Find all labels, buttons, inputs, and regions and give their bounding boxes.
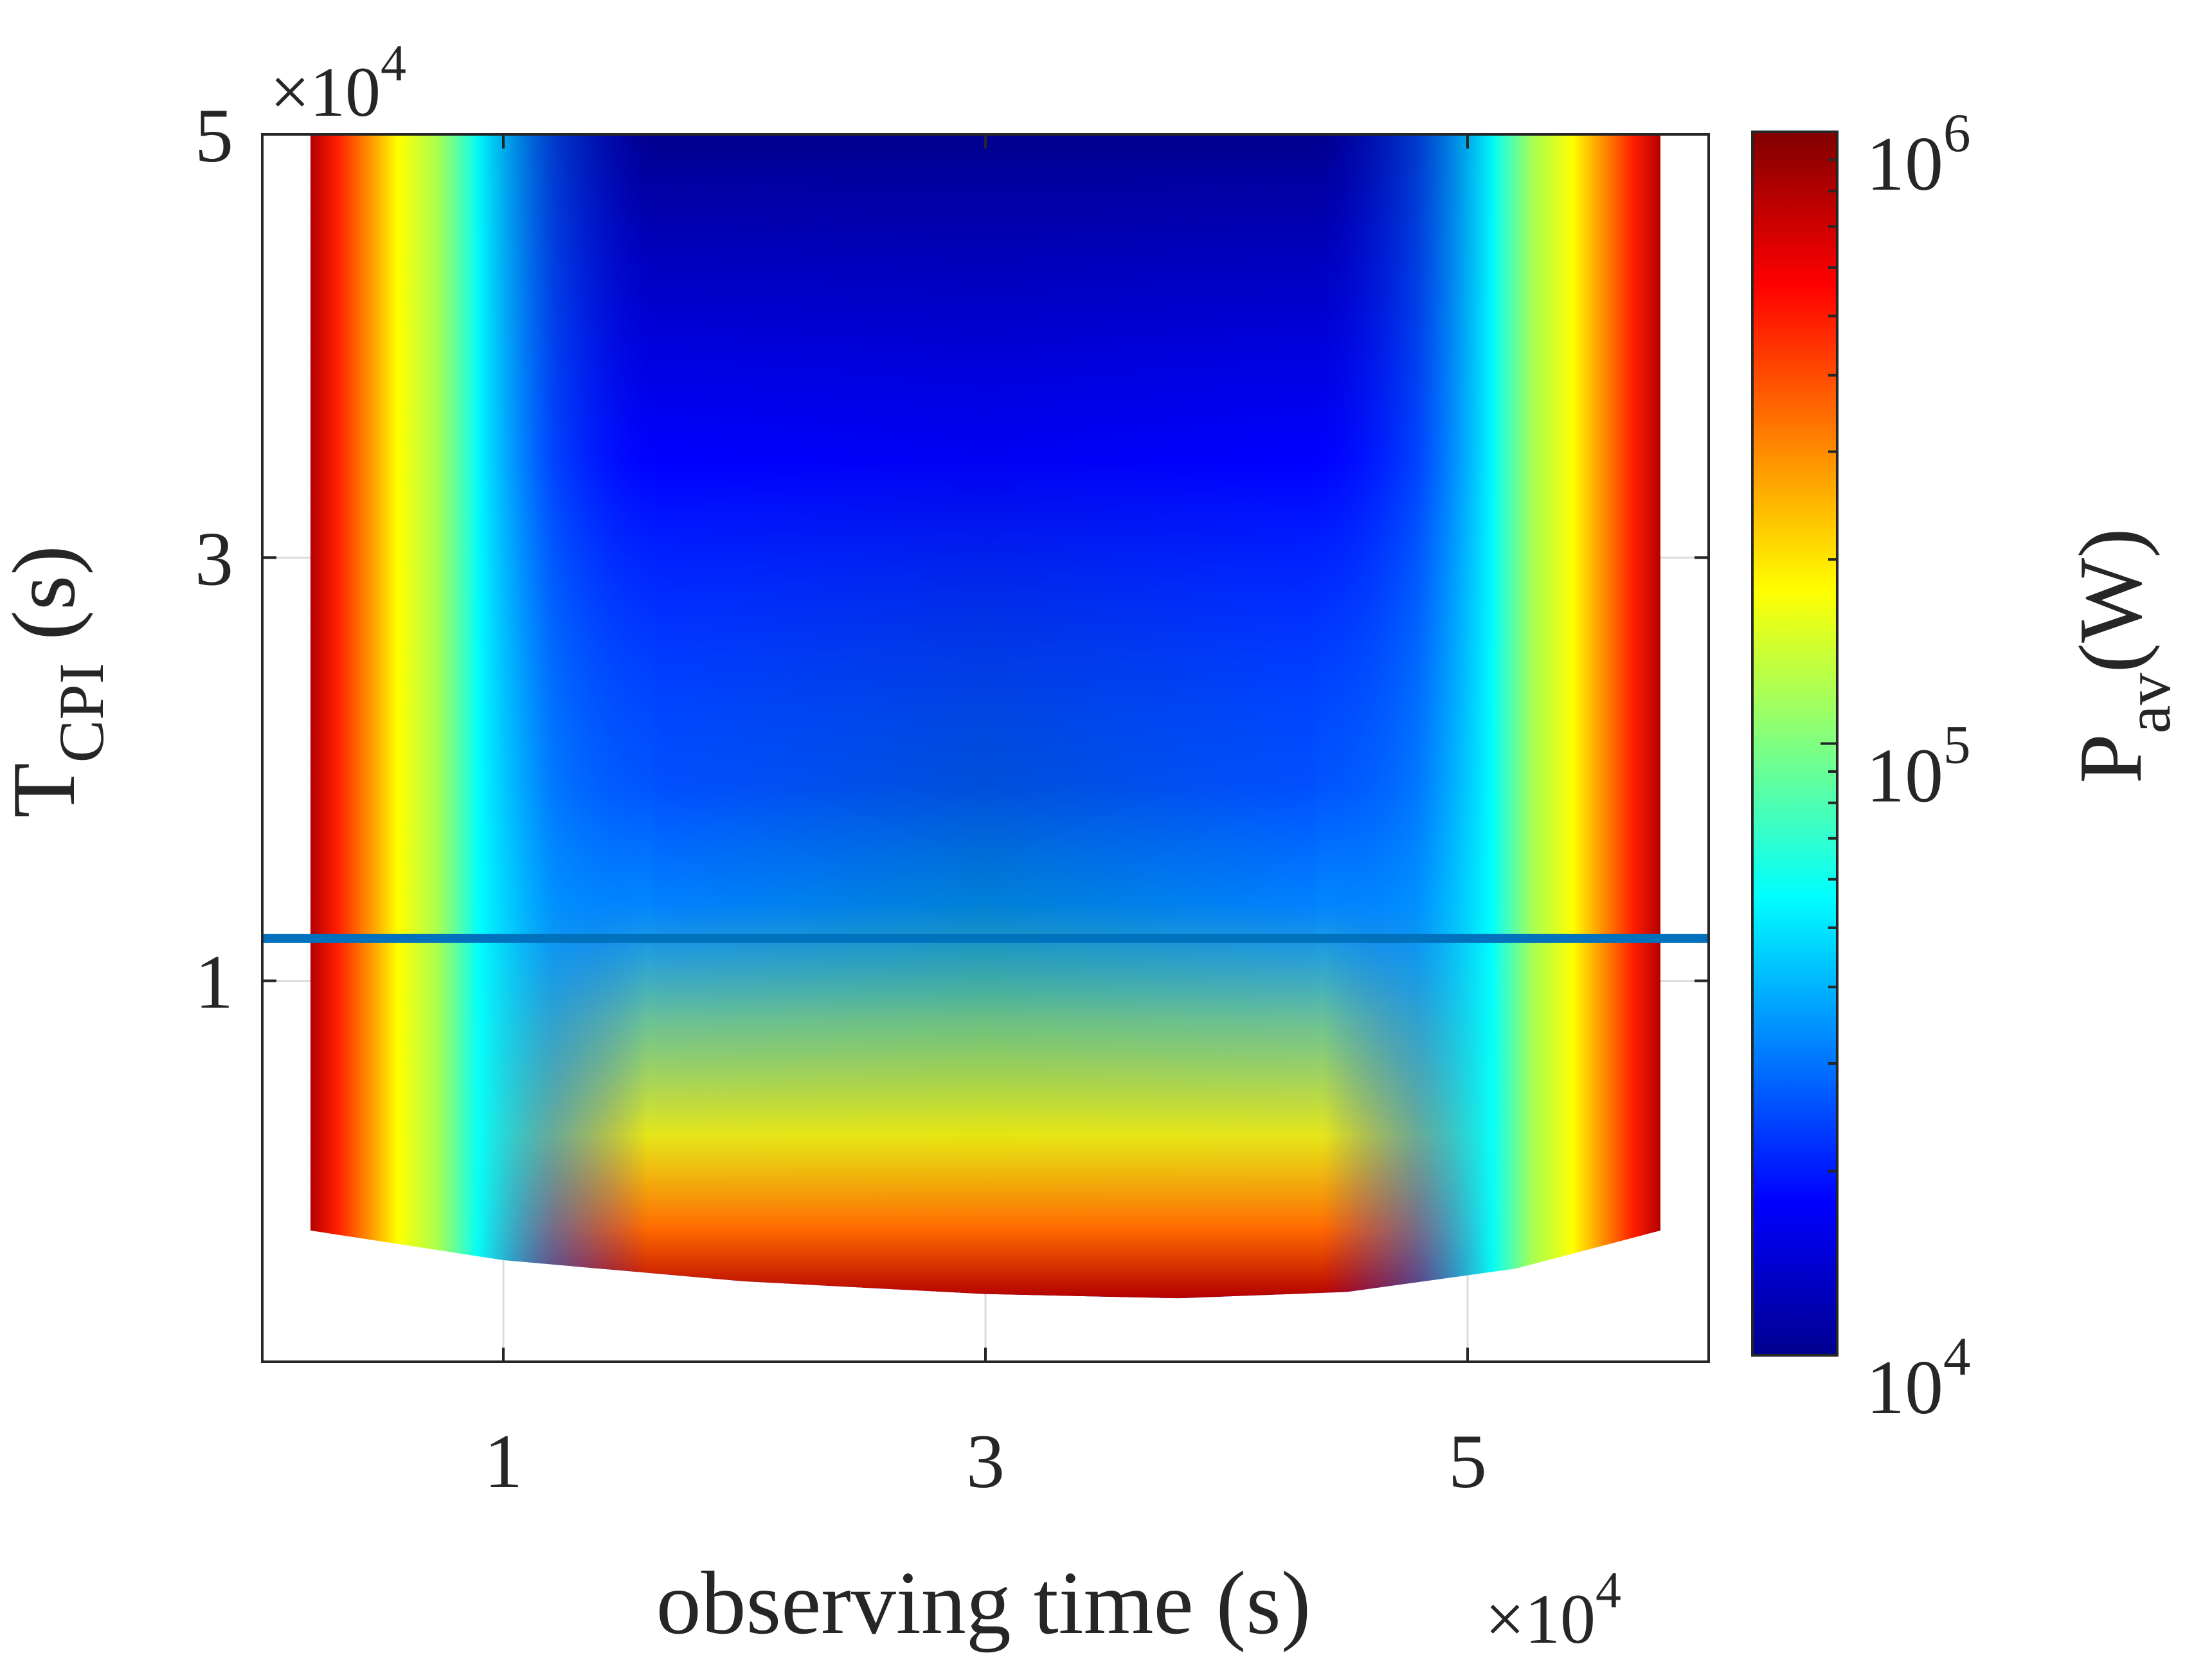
y-axis-label: TCPI (s) [0, 545, 117, 818]
y-exponent-label: ×104 [270, 35, 406, 131]
colorbar-label: Pav(W) [2061, 528, 2184, 784]
y-tick-label: 5 [195, 93, 233, 178]
colorbar-tick-base: 10 [1866, 1344, 1943, 1430]
heatmap-field [310, 134, 1660, 1299]
y-tick-label: 1 [195, 939, 233, 1025]
x-tick-label: 1 [484, 1418, 523, 1504]
colorbar-tick-base: 10 [1866, 733, 1943, 818]
colorbar-tick-base: 10 [1866, 121, 1943, 206]
axis-ticks [262, 133, 1709, 1362]
x-axis-label: observing time (s) [656, 1553, 1311, 1653]
y-tick-label: 3 [195, 516, 233, 601]
colorbar-tick-label: 104 [1866, 1326, 1971, 1430]
x-tick-labels: 1 3 5 [484, 1418, 1487, 1504]
y-tick-labels: 1 3 5 [195, 93, 233, 1025]
x-tick-label: 5 [1448, 1418, 1487, 1504]
x-tick-label: 3 [966, 1418, 1005, 1504]
colorbar-tick-power: 4 [1943, 1326, 1971, 1387]
colorbar-tick-label: 105 [1866, 715, 1971, 818]
heatmap-vertical-gradient [310, 134, 1660, 1299]
colorbar-tick-power: 5 [1943, 715, 1971, 775]
colorbar-ticks [1821, 158, 1837, 1357]
colorbar-tick-label: 106 [1866, 103, 1971, 206]
x-exponent-label: ×104 [1485, 1562, 1621, 1653]
colorbar-tick-power: 6 [1943, 103, 1971, 163]
